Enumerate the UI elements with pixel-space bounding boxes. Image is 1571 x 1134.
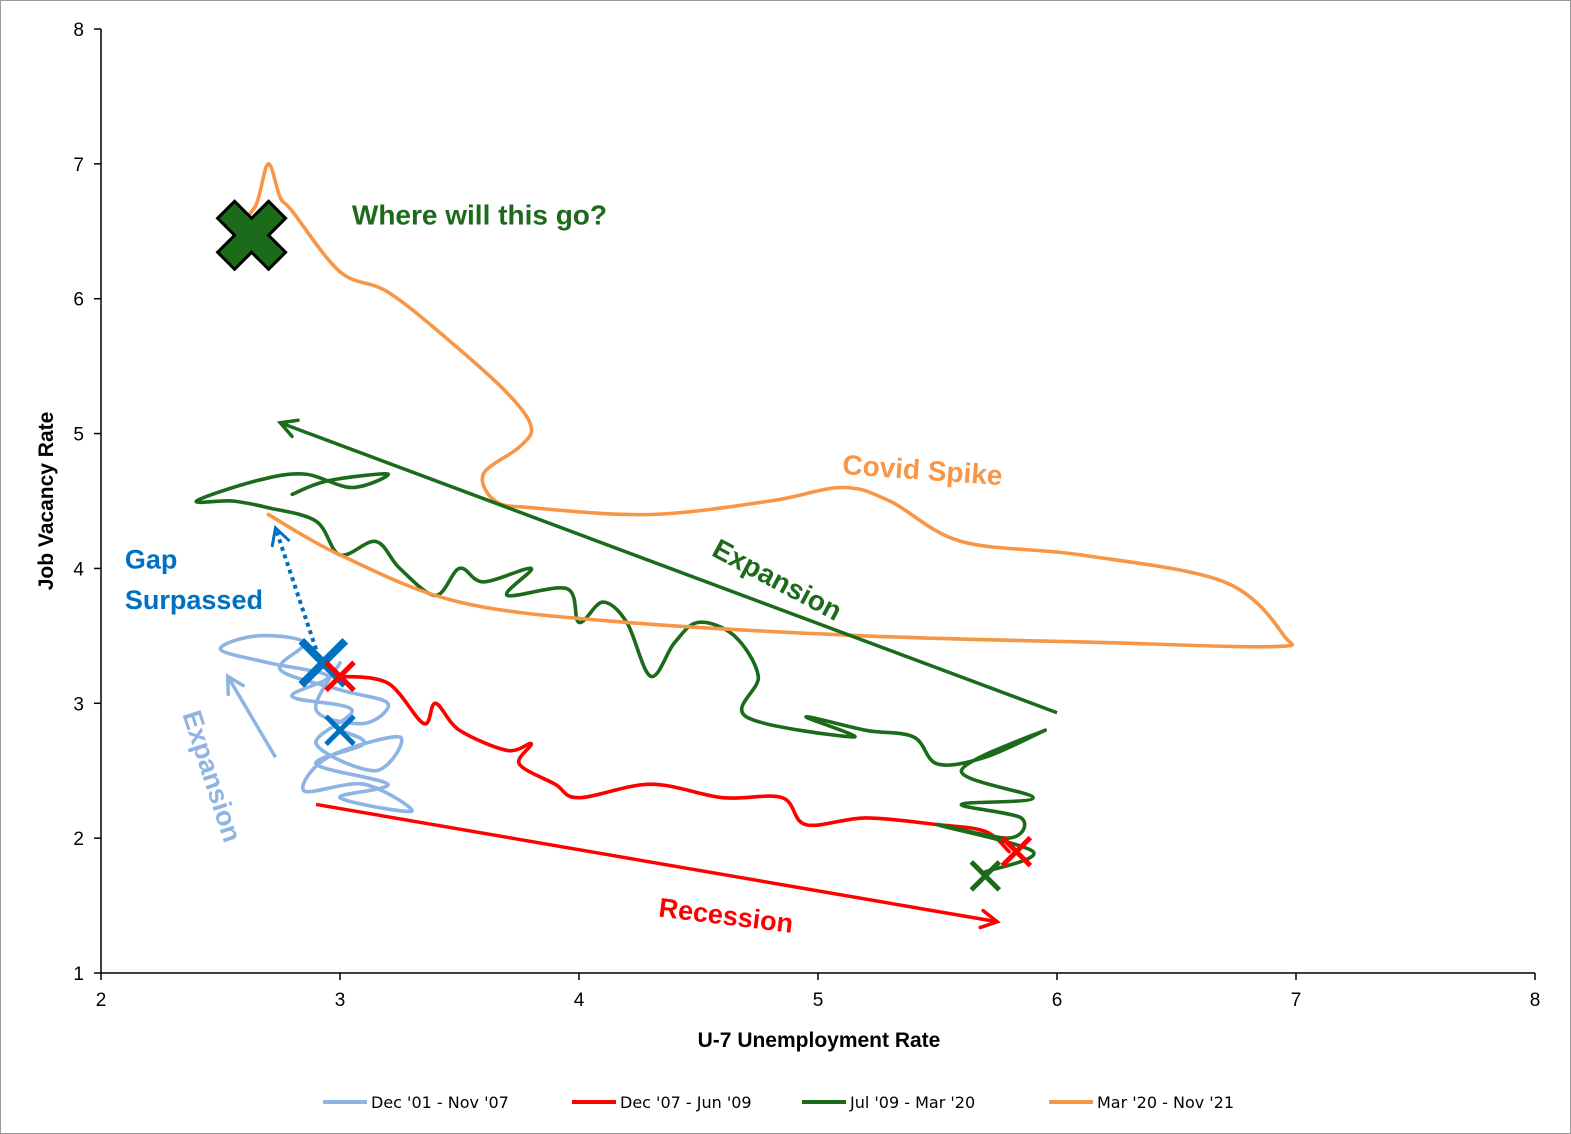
end-marker-5 bbox=[1000, 835, 1033, 868]
arrow-head-3 bbox=[225, 673, 245, 697]
x-tick-label: 5 bbox=[813, 990, 824, 1011]
annotation-recession: Recession bbox=[657, 893, 795, 939]
trend-arrow-2 bbox=[315, 802, 998, 924]
annotation-where-will-this-go: Where will this go? bbox=[352, 200, 607, 231]
trend-arrow-3 bbox=[226, 675, 277, 759]
y-tick-label: 3 bbox=[73, 694, 84, 715]
y-tick-label: 4 bbox=[73, 559, 84, 580]
x-tick-label: 7 bbox=[1291, 990, 1302, 1011]
arrow-head-2 bbox=[978, 908, 1001, 930]
y-tick-label: 1 bbox=[73, 964, 84, 985]
legend-label: Dec '07 - Jun '09 bbox=[620, 1093, 752, 1112]
y-tick-label: 6 bbox=[73, 290, 84, 311]
y-tick-label: 8 bbox=[73, 20, 84, 41]
x-tick-label: 4 bbox=[574, 990, 585, 1011]
series-line-jul-09-mar-20 bbox=[194, 471, 1047, 874]
series-line-dec-01-nov-07 bbox=[218, 633, 414, 814]
legend-label: Jul '09 - Mar '20 bbox=[849, 1093, 975, 1112]
annotation-gap: Gap bbox=[125, 544, 178, 574]
annotation-covid-spike: Covid Spike bbox=[841, 449, 1003, 491]
y-axis-title: Job Vacancy Rate bbox=[35, 412, 58, 591]
series-line-mar-20-nov-21 bbox=[237, 162, 1295, 649]
arrow-head-1 bbox=[276, 418, 300, 439]
annotation-expansion: Expansion bbox=[177, 707, 248, 846]
y-tick-label: 7 bbox=[73, 155, 84, 176]
annotation-expansion: Expansion bbox=[708, 533, 848, 627]
x-tick-label: 3 bbox=[335, 990, 346, 1011]
end-marker-4 bbox=[324, 660, 356, 693]
legend-label: Mar '20 - Nov '21 bbox=[1097, 1093, 1234, 1112]
end-marker-3 bbox=[324, 714, 356, 747]
x-axis-title: U-7 Unemployment Rate bbox=[698, 1029, 941, 1052]
end-marker-large-1 bbox=[215, 199, 288, 272]
x-tick-label: 6 bbox=[1052, 990, 1063, 1011]
x-tick-label: 8 bbox=[1530, 990, 1541, 1011]
end-marker-6 bbox=[969, 860, 1002, 892]
annotation-surpassed: Surpassed bbox=[125, 585, 263, 615]
x-tick-label: 2 bbox=[96, 990, 107, 1011]
trend-arrow-4 bbox=[273, 527, 318, 650]
y-tick-label: 2 bbox=[73, 829, 84, 850]
arrow-head-4 bbox=[270, 525, 291, 548]
legend-label: Dec '01 - Nov '07 bbox=[371, 1093, 509, 1112]
trend-arrow-1 bbox=[279, 421, 1058, 715]
series-line-dec-07-jun-09 bbox=[338, 674, 1011, 854]
y-tick-label: 5 bbox=[73, 425, 84, 446]
